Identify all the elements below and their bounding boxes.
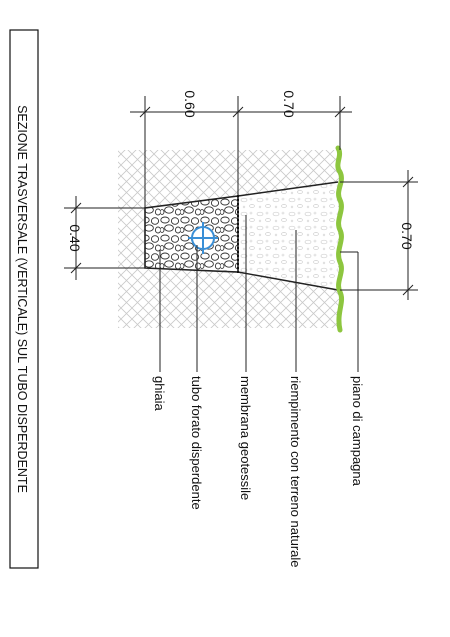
- backfill-zone: [237, 181, 339, 291]
- label-membrane: membrana geotessile: [238, 376, 253, 500]
- label-backfill: riempimento con terreno naturale: [288, 376, 303, 568]
- dimension-bottom-width: [64, 196, 145, 280]
- dimension-depths: [130, 96, 352, 208]
- gravel-zone: [144, 195, 239, 273]
- label-ground: piano di campagna: [350, 376, 365, 487]
- dim-top-width-text: 0.70: [399, 222, 415, 249]
- ground-line: [335, 145, 345, 333]
- dim-upper-depth-text: 0.70: [281, 90, 297, 117]
- dim-bottom-width-text: 0.40: [67, 224, 83, 251]
- title-block: SEZIONE TRASVERSALE (VERTICALE) SUL TUBO…: [9, 29, 39, 569]
- dimension-top-width: [340, 170, 418, 300]
- leader-lines: [159, 215, 359, 372]
- dim-lower-depth-text: 0.60: [182, 90, 198, 117]
- drawing-title: SEZIONE TRASVERSALE (VERTICALE) SUL TUBO…: [15, 105, 29, 493]
- perforated-pipe: [188, 222, 218, 254]
- label-pipe: tubo forato disperdente: [189, 376, 204, 510]
- label-gravel: ghiaia: [152, 376, 167, 411]
